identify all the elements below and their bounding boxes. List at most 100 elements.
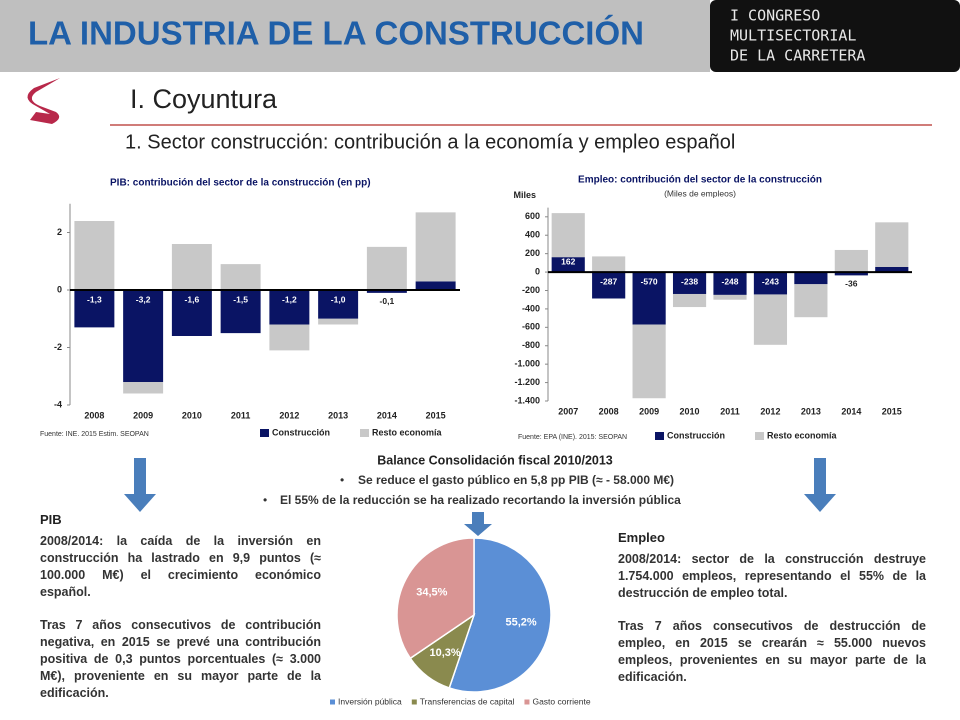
legend-swatch — [755, 432, 765, 440]
source: Fuente: INE. 2015 Estim. SEOPAN — [40, 431, 149, 438]
legend-swatch — [260, 429, 269, 437]
bar — [672, 293, 707, 308]
data-label: -287 — [600, 276, 617, 286]
x-tick-label: 2012 — [279, 410, 299, 420]
y-tick-label: -2 — [54, 342, 62, 352]
bar — [366, 290, 407, 293]
legend-swatch — [411, 699, 417, 705]
x-tick-label: 2009 — [133, 410, 153, 420]
bar — [551, 213, 585, 258]
x-tick-label: 2011 — [720, 406, 740, 416]
x-tick-label: 2010 — [182, 410, 202, 420]
bullet: • — [263, 493, 267, 507]
bar — [794, 272, 828, 285]
balance-bullet: Se reduce el gasto público en 5,8 pp PIB… — [358, 473, 674, 487]
bar — [123, 290, 164, 382]
x-tick-label: 2015 — [426, 410, 446, 420]
data-label: -3,2 — [136, 294, 151, 304]
bar — [123, 382, 164, 394]
data-label: -1,0 — [331, 294, 346, 304]
logo-line: I CONGRESO — [730, 7, 820, 25]
data-label: -243 — [762, 276, 779, 286]
legend-label: Resto economía — [372, 427, 443, 437]
paragraph: 2008/2014: sector de la construcción des… — [618, 552, 926, 600]
x-tick-label: 2013 — [328, 410, 348, 420]
y-tick-label: -400 — [522, 303, 540, 313]
chart-title: Empleo: contribución del sector de la co… — [578, 175, 822, 186]
bar — [753, 294, 788, 345]
y-axis-label: Miles — [513, 190, 536, 200]
y-tick-label: -1.400 — [514, 395, 540, 405]
data-label: -1,6 — [185, 294, 200, 304]
bar — [220, 290, 261, 334]
data-label: 34,5% — [416, 587, 447, 599]
y-tick-label: 200 — [525, 248, 540, 258]
bar — [551, 257, 585, 273]
bar — [672, 272, 707, 294]
bar — [875, 222, 909, 268]
bar — [269, 290, 310, 325]
source: Fuente: EPA (INE). 2015: SEOPAN — [518, 434, 627, 441]
bar — [366, 246, 407, 290]
legend-label: Construcción — [667, 430, 725, 440]
bar — [713, 294, 747, 300]
data-label: -0,1 — [380, 296, 395, 306]
header-band — [0, 0, 710, 72]
legend-swatch — [360, 429, 370, 437]
x-tick-label: 2015 — [882, 406, 902, 416]
y-tick-label: 600 — [525, 211, 540, 221]
bar — [632, 324, 666, 399]
balance-bullet: El 55% de la reducción se ha realizado r… — [280, 493, 681, 507]
bar — [74, 290, 115, 328]
bar — [74, 221, 115, 290]
data-label: -248 — [721, 276, 738, 286]
paragraph: 2008/2014: la caída de la inversión en c… — [40, 534, 321, 599]
subtitle: 1. Sector construcción: contribución a l… — [125, 131, 735, 153]
y-tick-label: 400 — [525, 230, 540, 240]
bar — [713, 272, 747, 295]
x-tick-label: 2014 — [841, 406, 861, 416]
bar — [875, 267, 909, 273]
paragraph: Tras 7 años consecutivos de contribución… — [40, 618, 321, 700]
data-label: -570 — [641, 276, 658, 286]
x-tick-label: 2014 — [377, 410, 397, 420]
bar — [171, 244, 212, 290]
y-tick-label: -4 — [54, 399, 62, 409]
bar — [834, 249, 868, 273]
logo-box — [710, 0, 960, 72]
logo-line: DE LA CARRETERA — [730, 47, 865, 65]
legend-label: Transferencias de capital — [420, 696, 515, 706]
legend-swatch — [655, 432, 664, 440]
legend-swatch — [524, 699, 530, 705]
x-tick-label: 2012 — [760, 406, 780, 416]
x-tick-label: 2007 — [558, 406, 578, 416]
bar — [834, 272, 868, 276]
panel-title: PIB — [40, 512, 62, 527]
data-label: -1,5 — [233, 294, 248, 304]
bar — [753, 272, 788, 295]
bar — [171, 290, 212, 336]
x-tick-label: 2008 — [84, 410, 104, 420]
logo-line: MULTISECTORIAL — [730, 27, 856, 45]
x-tick-label: 2013 — [801, 406, 821, 416]
pie-slice — [396, 537, 475, 660]
bar — [794, 284, 828, 318]
y-tick-label: 2 — [57, 227, 62, 237]
arrow — [124, 458, 156, 512]
chart-subtitle: (Miles de empleos) — [664, 188, 736, 198]
y-tick-label: -800 — [522, 340, 540, 350]
y-tick-label: -200 — [522, 285, 540, 295]
x-tick-label: 2010 — [680, 406, 700, 416]
bar — [592, 272, 626, 299]
legend-label: Inversión pública — [338, 696, 402, 706]
bullet: • — [340, 473, 344, 487]
data-label: 162 — [561, 256, 575, 266]
data-label: -36 — [845, 279, 858, 289]
y-tick-label: 0 — [535, 266, 540, 276]
x-tick-label: 2011 — [231, 410, 251, 420]
data-label: -1,2 — [282, 294, 297, 304]
legend-label: Construcción — [272, 427, 330, 437]
bar — [592, 256, 626, 273]
